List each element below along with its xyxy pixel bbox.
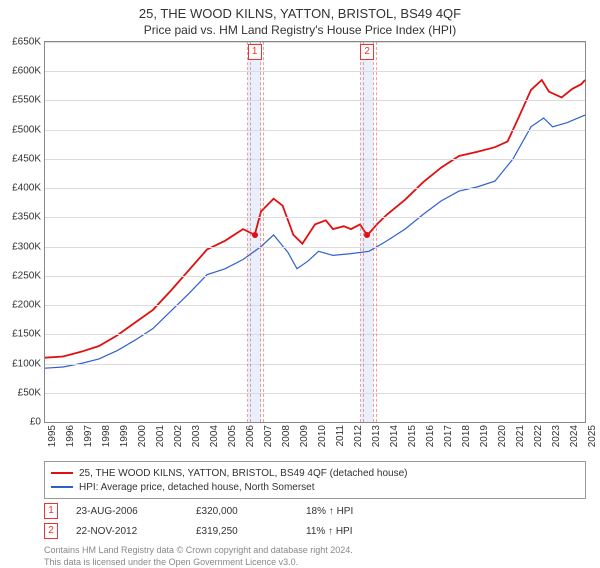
y-tick-label: £200K <box>12 300 45 311</box>
gridline <box>45 130 585 131</box>
x-tick-label: 2005 <box>227 425 238 447</box>
sale-marker-label: 2 <box>360 44 374 60</box>
x-tick-label: 1996 <box>65 425 76 447</box>
legend-label: HPI: Average price, detached house, Nort… <box>79 482 315 493</box>
x-tick-label: 2001 <box>155 425 166 447</box>
footer-line: Contains HM Land Registry data © Crown c… <box>44 545 353 555</box>
sale-marker-point <box>364 232 370 238</box>
sale-date: 22-NOV-2012 <box>76 526 196 537</box>
x-axis-labels: 1995 1996 1997 1998 1999 2000 2001 2002 2003 2004… <box>44 423 586 457</box>
x-tick-label: 2021 <box>515 425 526 447</box>
legend-label: 25, THE WOOD KILNS, YATTON, BRISTOL, BS4… <box>79 468 407 479</box>
x-tick-label: 2004 <box>209 425 220 447</box>
y-tick-label: £650K <box>12 37 45 48</box>
chart-subtitle: Price paid vs. HM Land Registry's House … <box>0 21 600 41</box>
sale-row: 1 23-AUG-2006 £320,000 18% ↑ HPI <box>44 503 586 519</box>
x-tick-label: 2000 <box>137 425 148 447</box>
y-tick-label: £100K <box>12 358 45 369</box>
x-tick-label: 1997 <box>83 425 94 447</box>
x-tick-label: 1998 <box>101 425 112 447</box>
x-tick-label: 2013 <box>371 425 382 447</box>
y-tick-label: £300K <box>12 241 45 252</box>
gridline <box>45 305 585 306</box>
x-tick-label: 2016 <box>425 425 436 447</box>
sale-price: £320,000 <box>196 506 306 517</box>
sale-badge: 2 <box>44 523 58 539</box>
x-tick-label: 2006 <box>245 425 256 447</box>
sale-price: £319,250 <box>196 526 306 537</box>
sale-marker-label: 1 <box>248 44 262 60</box>
gridline <box>45 364 585 365</box>
gridline <box>45 247 585 248</box>
x-tick-label: 2008 <box>281 425 292 447</box>
sale-band-border <box>360 42 364 422</box>
sale-delta: 18% ↑ HPI <box>306 506 406 517</box>
gridline <box>45 334 585 335</box>
gridline <box>45 100 585 101</box>
sale-badge: 1 <box>44 503 58 519</box>
y-tick-label: £450K <box>12 153 45 164</box>
sale-delta: 11% ↑ HPI <box>306 526 406 537</box>
legend-swatch <box>51 486 73 488</box>
sale-band-border <box>260 42 264 422</box>
y-tick-label: £600K <box>12 66 45 77</box>
legend-row: HPI: Average price, detached house, Nort… <box>51 480 579 494</box>
y-tick-label: £250K <box>12 270 45 281</box>
gridline <box>45 217 585 218</box>
y-tick-label: £550K <box>12 95 45 106</box>
x-tick-label: 2025 <box>587 425 598 447</box>
gridline <box>45 188 585 189</box>
gridline <box>45 159 585 160</box>
y-tick-label: £50K <box>18 387 45 398</box>
chart-plot-area: £0£50K£100K£150K£200K£250K£300K£350K£400… <box>44 41 586 423</box>
x-tick-label: 2009 <box>299 425 310 447</box>
chart-lines <box>45 42 585 422</box>
y-tick-label: £0 <box>30 417 45 428</box>
x-tick-label: 2011 <box>335 425 346 447</box>
x-tick-label: 2024 <box>569 425 580 447</box>
sale-band-border <box>373 42 377 422</box>
footer-attribution: Contains HM Land Registry data © Crown c… <box>44 545 586 568</box>
legend-row: 25, THE WOOD KILNS, YATTON, BRISTOL, BS4… <box>51 466 579 480</box>
x-tick-label: 2012 <box>353 425 364 447</box>
x-tick-label: 2007 <box>263 425 274 447</box>
chart-title: 25, THE WOOD KILNS, YATTON, BRISTOL, BS4… <box>0 0 600 21</box>
gridline <box>45 393 585 394</box>
x-tick-label: 1995 <box>47 425 58 447</box>
x-tick-label: 2020 <box>497 425 508 447</box>
sale-row: 2 22-NOV-2012 £319,250 11% ↑ HPI <box>44 523 586 539</box>
gridline <box>45 276 585 277</box>
x-tick-label: 2022 <box>533 425 544 447</box>
legend-box: 25, THE WOOD KILNS, YATTON, BRISTOL, BS4… <box>44 461 586 499</box>
x-tick-label: 2023 <box>551 425 562 447</box>
x-tick-label: 2003 <box>191 425 202 447</box>
x-tick-label: 2010 <box>317 425 328 447</box>
footer-line: This data is licensed under the Open Gov… <box>44 557 298 567</box>
y-tick-label: £350K <box>12 212 45 223</box>
sale-band-border <box>247 42 251 422</box>
gridline <box>45 42 585 43</box>
x-tick-label: 2015 <box>407 425 418 447</box>
y-tick-label: £400K <box>12 183 45 194</box>
series-line <box>45 80 585 358</box>
x-tick-label: 2019 <box>479 425 490 447</box>
y-tick-label: £500K <box>12 124 45 135</box>
sale-date: 23-AUG-2006 <box>76 506 196 517</box>
y-tick-label: £150K <box>12 329 45 340</box>
series-line <box>45 115 585 368</box>
x-tick-label: 1999 <box>119 425 130 447</box>
sale-marker-point <box>252 232 258 238</box>
legend-swatch <box>51 472 73 474</box>
x-tick-label: 2002 <box>173 425 184 447</box>
x-tick-label: 2017 <box>443 425 454 447</box>
x-tick-label: 2014 <box>389 425 400 447</box>
gridline <box>45 71 585 72</box>
x-tick-label: 2018 <box>461 425 472 447</box>
